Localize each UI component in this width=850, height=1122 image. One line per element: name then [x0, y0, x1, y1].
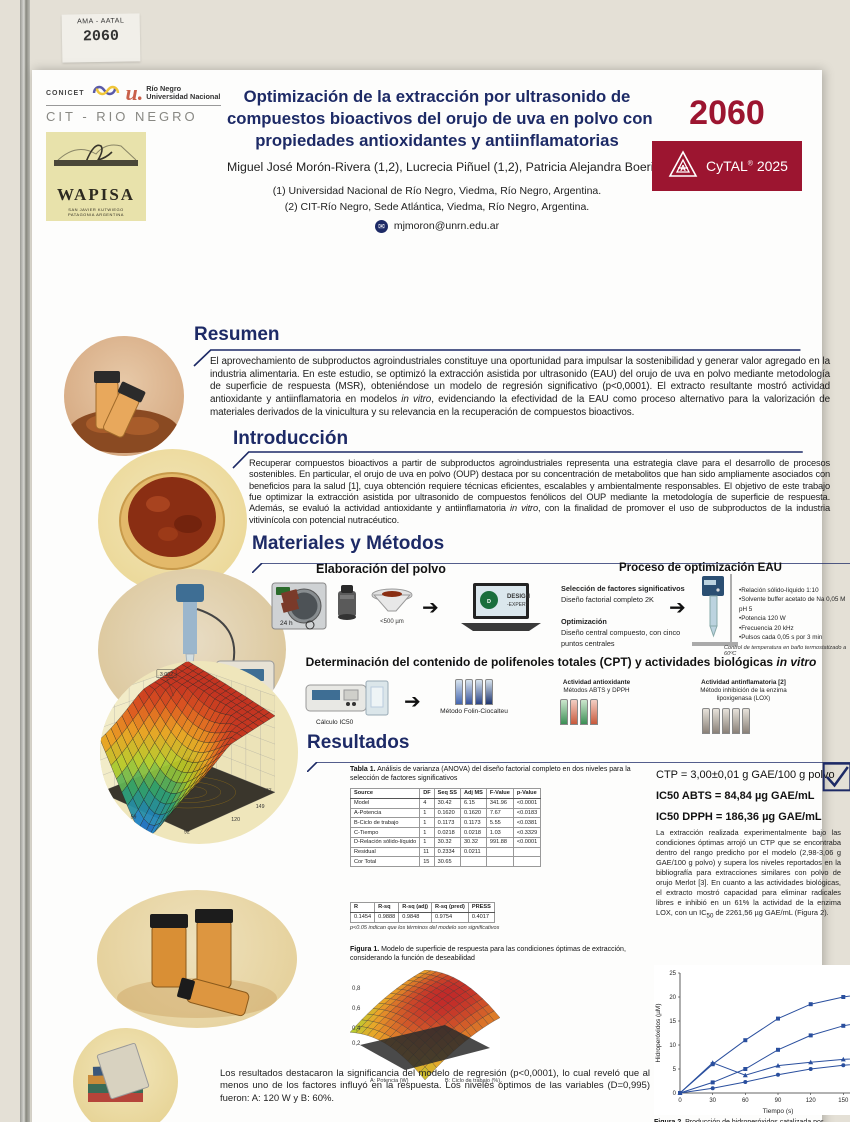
svg-text:120: 120	[231, 817, 240, 823]
svg-text:149: 149	[256, 804, 265, 810]
svg-text:A: A	[680, 164, 686, 173]
svg-text:68: 68	[107, 804, 113, 810]
svg-text:DESIGN: DESIGN	[507, 594, 530, 600]
svg-text:3.002: 3.002	[160, 672, 173, 678]
svg-text:0,8: 0,8	[352, 986, 361, 992]
svg-text:25: 25	[669, 971, 676, 977]
svg-text:92: 92	[184, 829, 190, 835]
svg-text:Hidroperóxidos (µM): Hidroperóxidos (µM)	[655, 1003, 662, 1062]
svg-text:90: 90	[775, 1098, 782, 1104]
svg-text:10: 10	[669, 1043, 676, 1049]
svg-text:60: 60	[742, 1098, 749, 1104]
svg-text:150: 150	[838, 1098, 849, 1104]
svg-text:Tiempo (s): Tiempo (s)	[763, 1108, 794, 1115]
svg-text:0,6: 0,6	[352, 1006, 361, 1012]
svg-text:24 h: 24 h	[280, 620, 293, 627]
svg-text:D: D	[487, 599, 491, 605]
svg-text:0,4: 0,4	[352, 1026, 361, 1032]
svg-text:177: 177	[263, 788, 272, 794]
svg-text:<500 µm: <500 µm	[380, 619, 404, 625]
svg-text:120: 120	[806, 1098, 817, 1104]
svg-text:15: 15	[669, 1019, 676, 1025]
svg-text:59: 59	[131, 815, 137, 821]
svg-text:20: 20	[669, 995, 676, 1001]
svg-text:0,2: 0,2	[352, 1041, 361, 1047]
svg-text:30: 30	[709, 1098, 716, 1104]
svg-text:-EXPERT: -EXPERT	[507, 602, 529, 608]
